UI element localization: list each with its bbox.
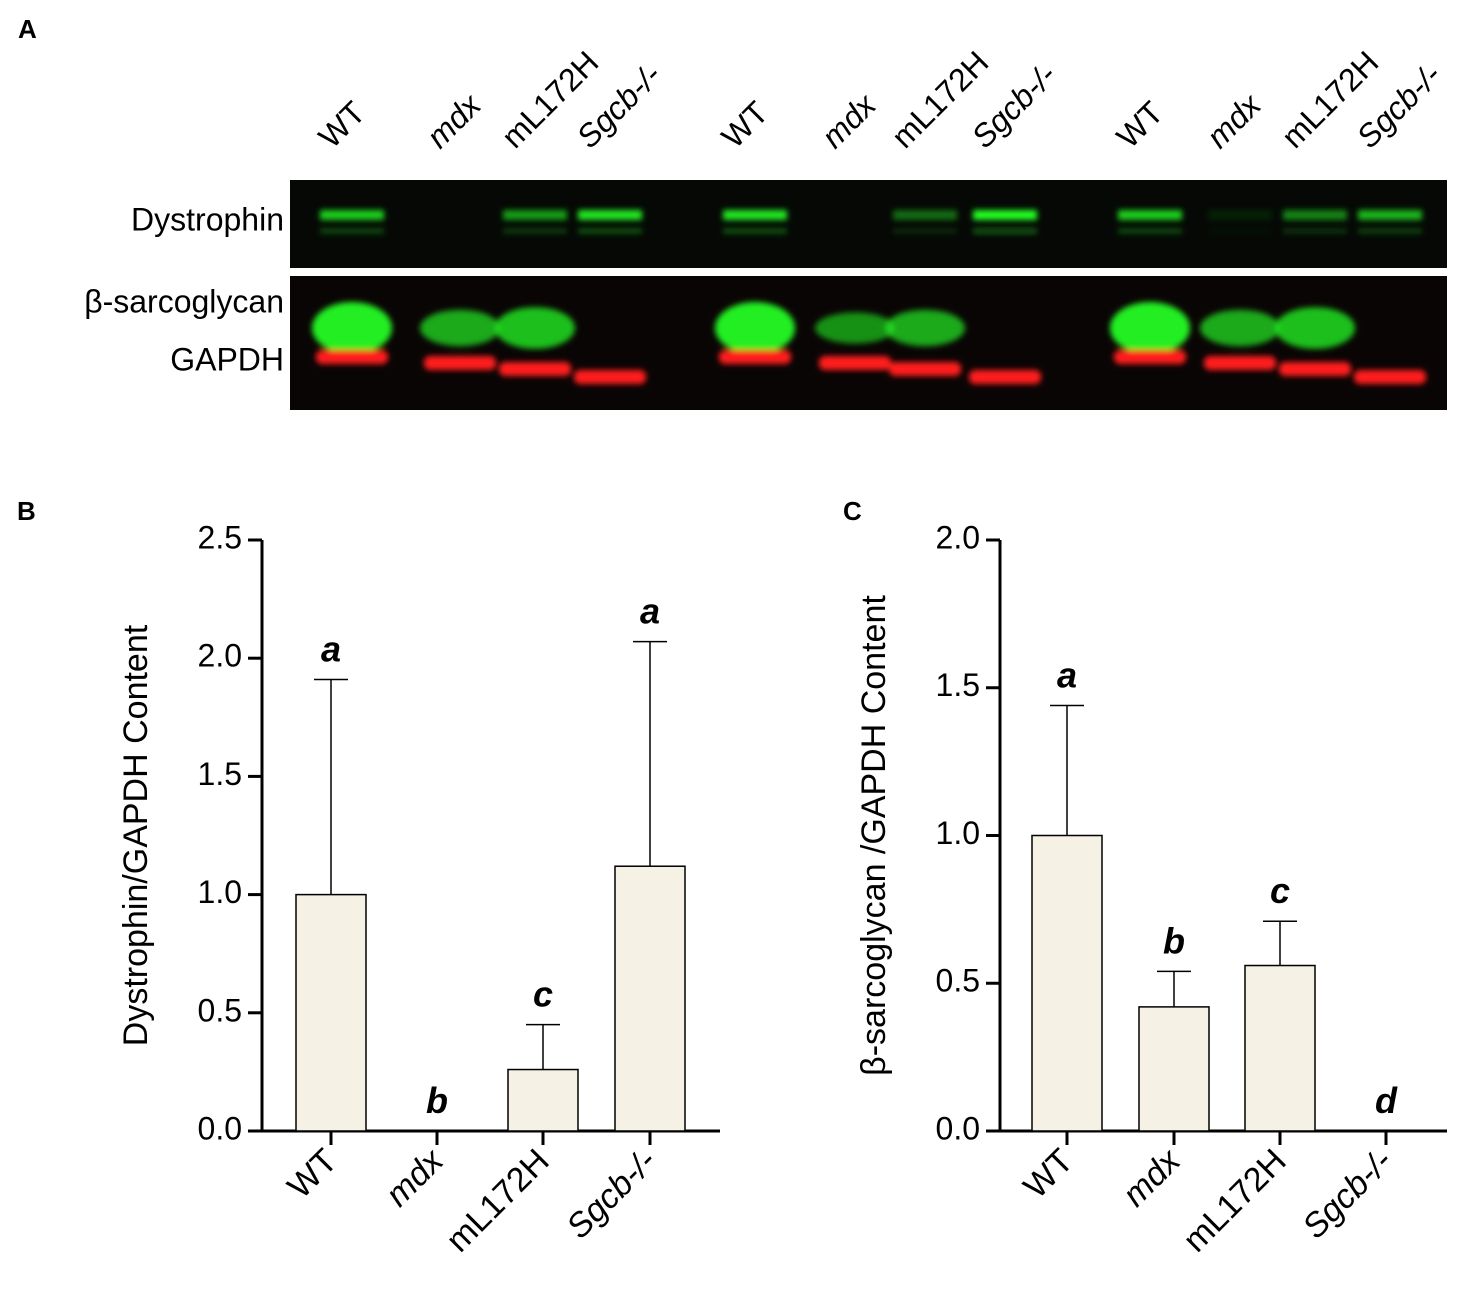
band — [815, 312, 895, 344]
y-tick-label: 0.5 — [198, 992, 242, 1028]
bar — [1031, 834, 1103, 1132]
band — [495, 307, 575, 349]
x-tick-label: mdx — [1115, 1141, 1188, 1214]
lane-label: mdx — [419, 86, 488, 155]
band — [320, 210, 384, 220]
lane-label: WT — [714, 94, 775, 155]
band — [1208, 228, 1272, 234]
band — [1118, 210, 1182, 220]
annotation: b — [426, 1080, 448, 1121]
band — [1283, 210, 1347, 220]
band — [574, 370, 646, 384]
x-tick-label: WT — [280, 1142, 344, 1206]
annotation: c — [1270, 870, 1290, 911]
y-tick-label: 0.5 — [936, 963, 980, 999]
band — [719, 350, 791, 364]
y-tick-label: 2.0 — [936, 519, 980, 555]
row-label: GAPDH — [170, 341, 284, 377]
band — [723, 210, 787, 220]
band — [1208, 210, 1272, 220]
band — [420, 309, 500, 347]
band — [889, 362, 961, 376]
band — [1354, 370, 1426, 384]
band — [1283, 228, 1347, 234]
bar — [295, 893, 367, 1132]
error-bar — [314, 678, 348, 895]
panel-label: A — [18, 14, 37, 44]
x-tick-label: mL172H — [439, 1142, 557, 1260]
y-tick-label: 1.5 — [198, 756, 242, 792]
y-axis-label: β-sarcoglycan /GAPDH Content — [855, 595, 893, 1076]
band — [1279, 362, 1351, 376]
band — [1200, 309, 1280, 347]
lane-label: mdx — [1199, 86, 1268, 155]
annotation: d — [1375, 1080, 1398, 1121]
band — [973, 210, 1037, 220]
band — [316, 350, 388, 364]
band — [1358, 210, 1422, 220]
x-tick-label: Sgcb-/- — [1295, 1142, 1399, 1246]
lane-label: mdx — [814, 86, 883, 155]
band — [320, 228, 384, 234]
band — [578, 210, 642, 220]
band — [893, 210, 957, 220]
band — [1118, 228, 1182, 234]
band — [578, 228, 642, 234]
band — [715, 302, 795, 354]
annotation: b — [1163, 920, 1185, 961]
error-bar — [633, 640, 667, 867]
row-label: Dystrophin — [131, 201, 284, 237]
annotation: a — [640, 591, 660, 632]
annotation: c — [533, 974, 553, 1015]
panel-label: C — [843, 496, 862, 526]
error-bar — [526, 1023, 560, 1070]
band — [503, 228, 567, 234]
y-tick-label: 0.0 — [936, 1110, 980, 1146]
y-tick-label: 1.0 — [936, 815, 980, 851]
band — [819, 356, 891, 370]
band — [499, 362, 571, 376]
lane-label: WT — [1109, 94, 1170, 155]
x-tick-label: mL172H — [1176, 1142, 1294, 1260]
bar — [507, 1068, 579, 1132]
annotation: a — [321, 628, 341, 669]
bar — [1138, 1006, 1210, 1132]
y-tick-label: 2.5 — [198, 519, 242, 555]
band — [969, 370, 1041, 384]
row-label: β-sarcoglycan — [84, 283, 284, 319]
band — [885, 309, 965, 347]
band — [1110, 302, 1190, 354]
band — [424, 356, 496, 370]
blot-top — [290, 180, 1447, 268]
band — [1204, 356, 1276, 370]
y-tick-label: 0.0 — [198, 1110, 242, 1146]
band — [1358, 228, 1422, 234]
annotation: a — [1057, 654, 1077, 695]
y-tick-label: 2.0 — [198, 638, 242, 674]
band — [312, 302, 392, 354]
band — [503, 210, 567, 220]
bar — [1244, 964, 1316, 1132]
band — [723, 228, 787, 234]
bar — [614, 865, 686, 1132]
blot-bands — [312, 210, 1426, 384]
lane-label: WT — [311, 94, 372, 155]
band — [1275, 307, 1355, 349]
y-tick-label: 1.5 — [936, 667, 980, 703]
panel-label: B — [17, 496, 36, 526]
error-bar — [1157, 970, 1191, 1007]
error-bar — [1263, 920, 1297, 966]
x-tick-label: mdx — [378, 1141, 451, 1214]
band — [973, 228, 1037, 234]
x-tick-label: WT — [1016, 1142, 1080, 1206]
band — [1114, 350, 1186, 364]
band — [893, 228, 957, 234]
x-tick-label: Sgcb-/- — [559, 1142, 663, 1246]
y-tick-label: 1.0 — [198, 874, 242, 910]
error-bar — [1050, 704, 1084, 836]
y-axis-label: Dystrophin/GAPDH Content — [117, 624, 155, 1046]
